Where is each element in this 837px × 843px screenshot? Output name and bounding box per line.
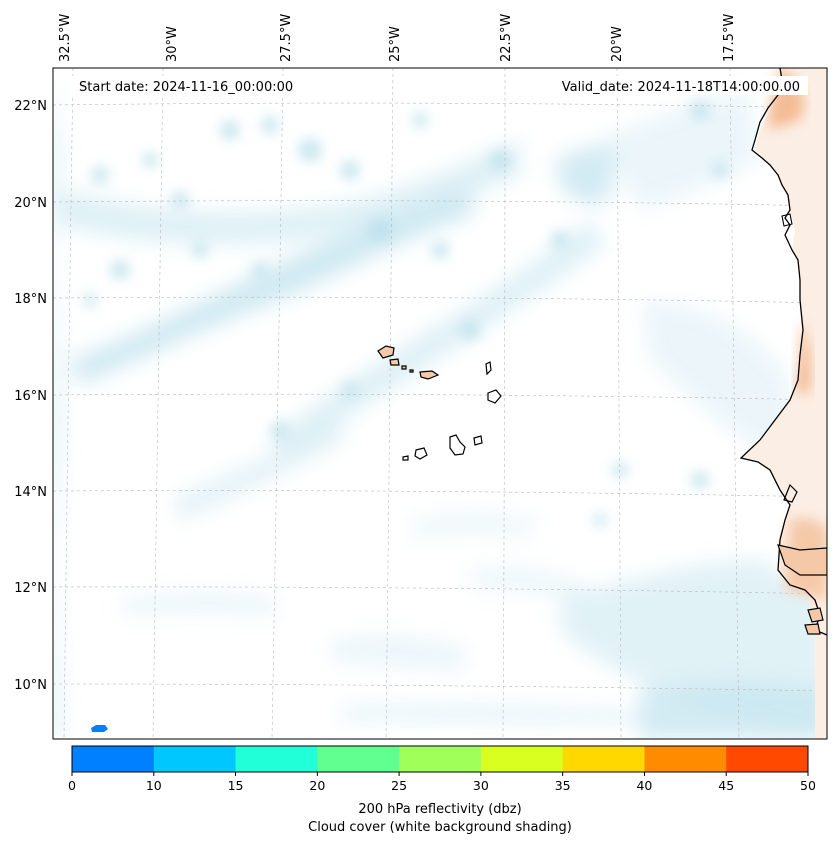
cloud-cells (83, 100, 728, 527)
colorbar-tick-label: 15 (228, 778, 244, 793)
gridlines (53, 68, 827, 739)
colorbar-bin (399, 746, 482, 772)
africa-coast (739, 68, 827, 739)
colorbar: 0 10 15 20 25 30 35 40 45 50 (68, 745, 816, 793)
lon-label: 25°W (388, 26, 403, 62)
colorbar-tick-label: 10 (146, 778, 162, 793)
colorbar-bin (235, 746, 318, 772)
colorbar-tick-label: 40 (636, 778, 652, 793)
start-date-text: Start date: 2024-11-16_00:00:00 (79, 80, 293, 95)
colorbar-frame (71, 745, 809, 773)
colorbar-tick-label: 25 (391, 778, 407, 793)
colorbar-tick-label: 35 (555, 778, 571, 793)
colorbar-tick-label: 50 (800, 778, 816, 793)
colorbar-tick-label: 30 (473, 778, 489, 793)
lon-label: 27.5°W (279, 14, 294, 62)
colorbar-bin (562, 746, 645, 772)
start-date-box (71, 76, 313, 95)
lat-label: 10°N (14, 678, 47, 693)
colorbar-bin (726, 746, 809, 772)
latitude-labels: 22°N 20°N 18°N 16°N 14°N 12°N 10°N (14, 99, 47, 693)
colorbar-sublabel: Cloud cover (white background shading) (308, 820, 572, 835)
colorbar-bin (153, 746, 237, 772)
lon-label: 17.5°W (722, 14, 737, 62)
colorbar-bin (317, 746, 400, 772)
colorbar-tick-label: 45 (718, 778, 734, 793)
lon-label: 32.5°W (58, 14, 73, 62)
lat-label: 14°N (14, 485, 47, 500)
lat-label: 22°N (14, 99, 47, 114)
map-border (52, 67, 828, 740)
lon-label: 30°W (165, 26, 180, 62)
colorbar-tick-label: 20 (309, 778, 325, 793)
cape-verde-islands (377, 345, 502, 461)
reflectivity-blob (91, 725, 108, 732)
longitude-labels: 32.5°W 30°W 27.5°W 25°W 22.5°W 20°W 17.5… (58, 14, 737, 62)
lon-label: 22.5°W (499, 14, 514, 62)
lat-label: 20°N (14, 196, 47, 211)
colorbar-bin (72, 746, 155, 772)
colorbar-tick-label: 0 (68, 778, 76, 793)
colorbar-label: 200 hPa reflectivity (dbz) (358, 802, 521, 817)
lat-label: 18°N (14, 292, 47, 307)
lat-label: 16°N (14, 389, 47, 404)
valid-date-box (538, 76, 808, 95)
colorbar-bin (644, 746, 727, 772)
lat-label: 12°N (14, 581, 47, 596)
colorbar-bin (480, 746, 564, 772)
lon-label: 20°W (610, 26, 625, 62)
valid-date-text: Valid_date: 2024-11-18T14:00:00.00 (562, 80, 800, 95)
